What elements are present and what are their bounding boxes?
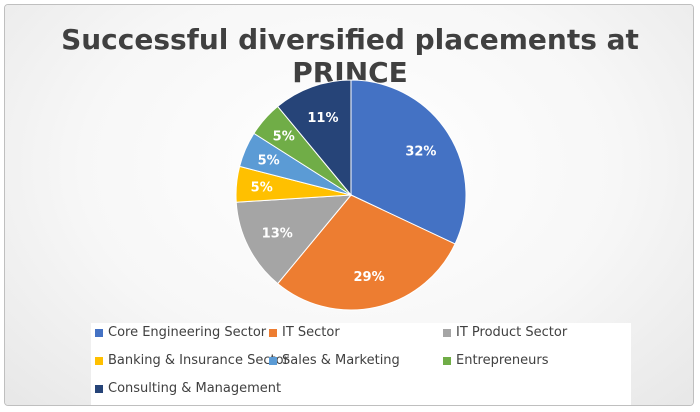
legend-item-sales-and-marketing: Sales & Marketing: [269, 353, 400, 368]
chart-legend: Core Engineering Sector IT Sector IT Produ…: [91, 323, 631, 405]
legend-label: IT Sector: [282, 325, 340, 340]
chart-title: Successful diversified placements at PRI…: [61, 23, 639, 89]
legend-item-banking-and-insurance-sector: Banking & Insurance Sector: [95, 353, 289, 368]
pie-slice-consulting-and-management: [276, 79, 352, 197]
chart-frame: Successful diversified placements at PRI…: [4, 4, 694, 406]
data-label-banking-and-insurance-sector: 5%: [251, 181, 273, 196]
pie-slice-it-product-sector: [235, 194, 353, 285]
legend-swatch: [443, 328, 451, 337]
pie-chart: 32% 29% 13% 5% 5% 5% 11%: [235, 79, 467, 311]
legend-label: Sales & Marketing: [282, 353, 400, 368]
legend-item-it-sector: IT Sector: [269, 325, 340, 340]
legend-item-core-engineering-sector: Core Engineering Sector: [95, 325, 266, 340]
data-label-it-sector: 29%: [353, 270, 384, 285]
legend-swatch: [95, 356, 103, 365]
legend-item-consulting-and-management: Consulting & Management: [95, 381, 281, 396]
legend-label: Core Engineering Sector: [108, 325, 267, 340]
data-label-consulting-and-management: 11%: [307, 111, 338, 126]
legend-label: Consulting & Management: [108, 381, 282, 396]
data-label-core-engineering-sector: 32%: [405, 145, 436, 160]
legend-item-it-product-sector: IT Product Sector: [443, 325, 567, 340]
legend-swatch: [269, 328, 277, 337]
legend-label: IT Product Sector: [456, 325, 568, 340]
pie-data-labels: 32% 29% 13% 5% 5% 5% 11%: [251, 111, 437, 285]
pie-slices: [235, 79, 467, 311]
data-label-sales-and-marketing: 5%: [258, 153, 280, 168]
legend-item-entrepreneurs: Entrepreneurs: [443, 353, 549, 368]
legend-label: Entrepreneurs: [456, 353, 549, 368]
legend-swatch: [443, 356, 451, 365]
legend-swatch: [269, 356, 277, 365]
legend-swatch: [95, 328, 103, 337]
pie-slice-core-engineering-sector: [350, 79, 467, 245]
pie-slice-it-sector: [276, 194, 456, 311]
legend-swatch: [95, 384, 103, 393]
legend-label: Banking & Insurance Sector: [108, 353, 289, 368]
data-label-it-product-sector: 13%: [262, 227, 293, 242]
data-label-entrepreneurs: 5%: [273, 130, 295, 145]
